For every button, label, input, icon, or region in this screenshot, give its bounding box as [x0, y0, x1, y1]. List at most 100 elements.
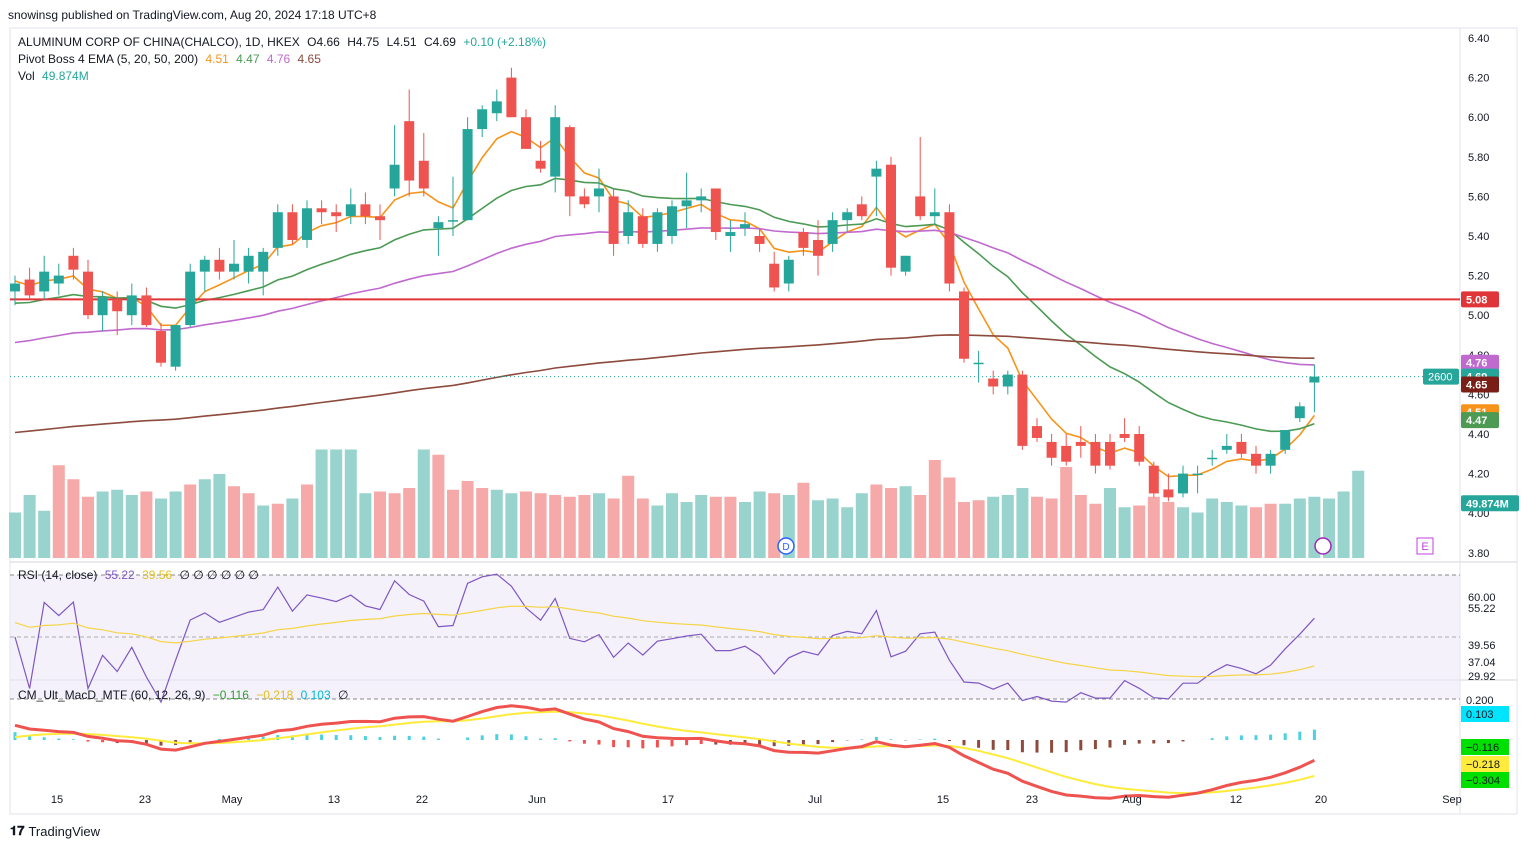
- macd-hist-bar: [568, 740, 572, 742]
- volume-bar: [23, 495, 36, 558]
- volume-bar: [1147, 496, 1160, 558]
- candle-body: [68, 255, 79, 270]
- macd-hist-bar: [1254, 735, 1258, 740]
- footer: ⁠𝟏𝟕 TradingView: [10, 823, 100, 839]
- price-tick: 5.00: [1468, 310, 1489, 322]
- candle-body: [1148, 465, 1159, 494]
- volume-bar: [885, 488, 897, 558]
- volume-bar: [344, 449, 357, 558]
- candle-body: [112, 299, 123, 312]
- macd-hist-bar: [816, 740, 820, 745]
- macd-hist-bar: [1152, 740, 1156, 744]
- volume-bar: [1031, 496, 1043, 558]
- volume-bar: [213, 474, 226, 558]
- volume-bar: [855, 493, 868, 558]
- macd-hist-bar: [670, 740, 674, 747]
- rsi-legend: RSI (14, close) 55.22 39.56 ∅ ∅ ∅ ∅ ∅ ∅: [18, 568, 263, 582]
- candle-body: [272, 212, 283, 248]
- macd-hist-bar: [889, 739, 893, 740]
- macd-legend-label: CM_Ult_MacD_MTF (60, 12, 26, 9): [18, 688, 206, 702]
- rsi-tick: 29.92: [1468, 671, 1496, 683]
- rsi-line: [14, 573, 1315, 704]
- macd-hist-bar: [612, 740, 616, 748]
- indicator-panes: [10, 573, 1460, 800]
- macd-hist-bar: [144, 740, 148, 744]
- candle-body: [900, 255, 911, 272]
- volume-bar: [432, 454, 445, 558]
- macd-hist-bar: [495, 734, 499, 740]
- candle-body: [258, 251, 269, 272]
- macd-hist-bar: [1123, 740, 1127, 745]
- volume-bar: [1220, 502, 1233, 558]
- candle-body: [433, 222, 444, 229]
- macd-tick-bg: [1461, 706, 1509, 722]
- candle-body: [302, 208, 312, 240]
- ema-20-line: [14, 177, 1315, 433]
- macd-hist-bar: [1020, 740, 1024, 753]
- candle-body: [156, 331, 166, 363]
- volume-bar: [1060, 467, 1073, 558]
- macd-hist-bar: [801, 740, 805, 745]
- volume-bar: [1016, 488, 1029, 558]
- chart-frame: [9, 27, 1518, 815]
- volume-bar: [111, 489, 124, 558]
- time-tick: 17: [662, 794, 674, 806]
- ema50-value: 4.76: [266, 52, 291, 66]
- change-value: +0.10 (+2.18%): [463, 35, 547, 49]
- volume-bar: [972, 500, 985, 558]
- time-tick: 13: [328, 794, 340, 806]
- candle-body: [1163, 489, 1174, 498]
- macd-hist-bar: [86, 740, 90, 742]
- macd-hist-bar: [524, 736, 528, 740]
- candle-body: [1280, 430, 1291, 450]
- macd-hist-bar: [772, 740, 776, 747]
- candle-body: [331, 212, 342, 217]
- candle-body: [1002, 374, 1013, 387]
- price-label-text: 49.874M: [1466, 498, 1509, 510]
- candle-body: [97, 297, 108, 316]
- macd-hist-bar: [1283, 733, 1287, 740]
- macd-hist-bar: [743, 740, 747, 745]
- candle-body: [491, 101, 502, 114]
- candle-body: [813, 239, 823, 256]
- candle-body: [1221, 445, 1232, 450]
- candle-body: [24, 279, 35, 296]
- macd-hist-bar: [977, 740, 981, 748]
- ema-5-line: [14, 130, 1316, 478]
- macd-hist-bar: [42, 737, 46, 740]
- macd-tick: −0.218: [1466, 759, 1500, 771]
- candle-body: [725, 232, 736, 236]
- volume-bar: [52, 465, 65, 558]
- candle-body: [1119, 434, 1130, 438]
- price-label-text: 5.08: [1466, 294, 1487, 306]
- macd-tick-bg: [1461, 772, 1509, 788]
- ema-legend-label: Pivot Boss 4 EMA (5, 20, 50, 200): [18, 52, 199, 66]
- macd-hist-bar: [1108, 740, 1112, 748]
- candle-body: [915, 196, 926, 217]
- time-tick: 15: [937, 794, 949, 806]
- candle-body: [477, 109, 488, 130]
- volume-bar: [1206, 498, 1219, 558]
- candle-body: [783, 259, 794, 284]
- ema-200-line: [14, 334, 1315, 434]
- rsi-legend-label: RSI (14, close): [18, 568, 98, 582]
- main-legend: ALUMINUM CORP OF CHINA(CHALCO), 1D, HKEX…: [18, 35, 550, 49]
- volume-bar: [1337, 491, 1350, 558]
- candle-body: [944, 212, 955, 284]
- volume-bar: [534, 493, 547, 558]
- volume-bar: [1133, 505, 1146, 558]
- candle-body: [623, 212, 634, 236]
- volume-bars: [9, 449, 1365, 558]
- time-tick: 23: [1026, 794, 1038, 806]
- candle-body: [1309, 376, 1320, 383]
- time-tick: May: [222, 794, 243, 806]
- volume-bar: [987, 496, 1000, 558]
- candle-body: [1178, 473, 1188, 494]
- macd-hist-bar: [1035, 740, 1039, 753]
- macd-hist-bar: [466, 737, 470, 740]
- volume-bar: [1089, 503, 1102, 558]
- candle-body: [521, 117, 531, 149]
- macd-hist-bar: [758, 740, 762, 745]
- rsi-tick: 55.22: [1468, 603, 1496, 615]
